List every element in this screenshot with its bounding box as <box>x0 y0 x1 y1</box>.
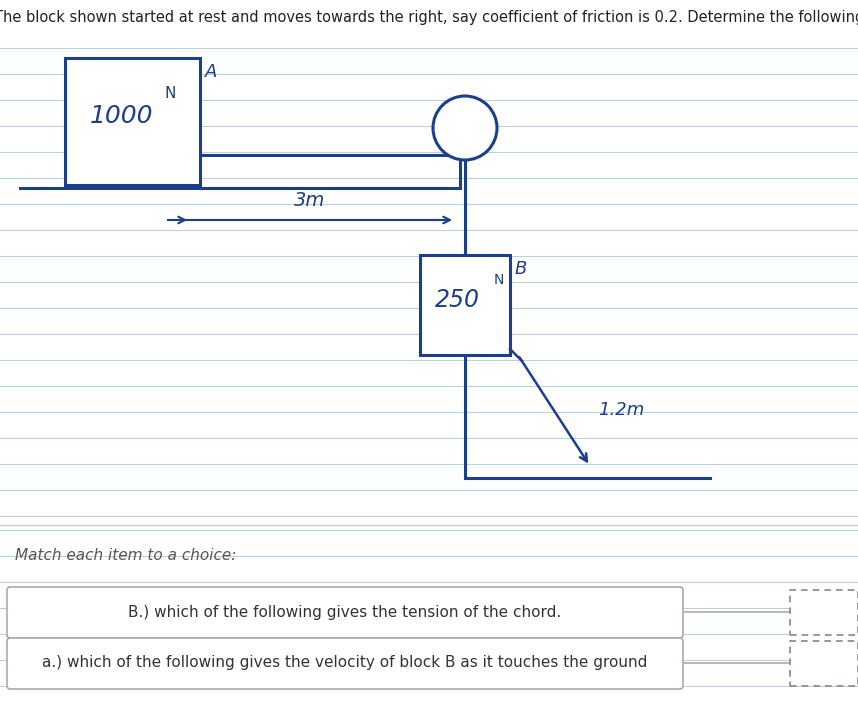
Text: 250: 250 <box>435 288 480 312</box>
Text: 1.2m: 1.2m <box>598 401 644 419</box>
Text: 1000: 1000 <box>90 104 154 128</box>
Text: A: A <box>205 63 217 81</box>
Circle shape <box>433 96 497 160</box>
Text: B: B <box>515 260 528 278</box>
FancyBboxPatch shape <box>7 638 683 689</box>
Text: a.) which of the following gives the velocity of block B as it touches the groun: a.) which of the following gives the vel… <box>42 655 648 670</box>
Bar <box>420 255 510 355</box>
Bar <box>790 641 858 686</box>
FancyBboxPatch shape <box>7 587 683 638</box>
Text: N: N <box>494 273 505 287</box>
Bar <box>65 58 200 185</box>
Text: 3m: 3m <box>294 191 326 210</box>
Bar <box>790 590 858 635</box>
Text: N: N <box>165 86 176 101</box>
Text: Match each item to a choice:: Match each item to a choice: <box>15 547 236 562</box>
Text: The block shown started at rest and moves towards the right, say coefficient of : The block shown started at rest and move… <box>0 10 858 25</box>
Text: B.) which of the following gives the tension of the chord.: B.) which of the following gives the ten… <box>129 604 562 620</box>
